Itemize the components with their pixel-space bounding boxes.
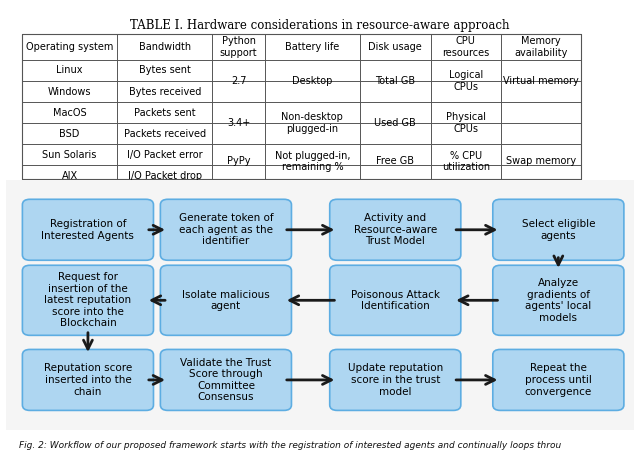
Text: Virtual memory: Virtual memory xyxy=(503,76,579,86)
Text: Swap memory: Swap memory xyxy=(506,157,576,167)
Text: Update reputation
score in the trust
model: Update reputation score in the trust mod… xyxy=(348,364,443,396)
Text: Logical
CPUs: Logical CPUs xyxy=(449,70,483,92)
Text: Bytes received: Bytes received xyxy=(129,86,201,96)
Text: Total GB: Total GB xyxy=(375,76,415,86)
Text: Bytes sent: Bytes sent xyxy=(139,66,191,76)
Text: Desktop: Desktop xyxy=(292,76,333,86)
Text: TABLE I. Hardware considerations in resource-aware approach: TABLE I. Hardware considerations in reso… xyxy=(131,19,509,32)
Text: Analyze
gradients of
agents' local
models: Analyze gradients of agents' local model… xyxy=(525,278,591,323)
Text: Registration of
Interested Agents: Registration of Interested Agents xyxy=(42,219,134,241)
Text: Packets sent: Packets sent xyxy=(134,107,196,117)
FancyBboxPatch shape xyxy=(22,199,154,260)
Text: Memory
availability: Memory availability xyxy=(515,36,568,58)
Text: Fig. 2: Workflow of our proposed framework starts with the registration of inter: Fig. 2: Workflow of our proposed framewo… xyxy=(19,440,561,450)
Bar xyxy=(22,34,581,179)
Text: Linux: Linux xyxy=(56,66,83,76)
Text: Not plugged-in,
remaining %: Not plugged-in, remaining % xyxy=(275,151,350,172)
Text: MacOS: MacOS xyxy=(53,107,86,117)
Text: Request for
insertion of the
latest reputation
score into the
Blockchain: Request for insertion of the latest repu… xyxy=(44,272,131,329)
FancyBboxPatch shape xyxy=(161,199,291,260)
Text: I/O Packet drop: I/O Packet drop xyxy=(128,171,202,181)
FancyBboxPatch shape xyxy=(493,199,624,260)
Text: 2.7: 2.7 xyxy=(231,76,246,86)
Text: Generate token of
each agent as the
identifier: Generate token of each agent as the iden… xyxy=(179,213,273,246)
Text: % CPU
utilization: % CPU utilization xyxy=(442,151,490,172)
Text: Activity and
Resource-aware
Trust Model: Activity and Resource-aware Trust Model xyxy=(354,213,437,246)
Text: Operating system: Operating system xyxy=(26,42,113,52)
FancyBboxPatch shape xyxy=(330,199,461,260)
Text: Repeat the
process until
convergence: Repeat the process until convergence xyxy=(525,364,592,396)
Text: 3.4+: 3.4+ xyxy=(227,118,250,128)
FancyBboxPatch shape xyxy=(0,175,640,437)
Text: Select eligible
agents: Select eligible agents xyxy=(522,219,595,241)
FancyBboxPatch shape xyxy=(22,265,154,335)
Text: Poisonous Attack
Identification: Poisonous Attack Identification xyxy=(351,289,440,311)
Text: Sun Solaris: Sun Solaris xyxy=(42,150,97,160)
Text: Bandwidth: Bandwidth xyxy=(139,42,191,52)
Text: Disk usage: Disk usage xyxy=(369,42,422,52)
Text: Python
support: Python support xyxy=(220,36,257,58)
Text: Validate the Trust
Score through
Committee
Consensus: Validate the Trust Score through Committ… xyxy=(180,358,271,402)
Text: Reputation score
inserted into the
chain: Reputation score inserted into the chain xyxy=(44,364,132,396)
Text: Windows: Windows xyxy=(48,86,92,96)
Text: Packets received: Packets received xyxy=(124,129,206,139)
Text: Battery life: Battery life xyxy=(285,42,339,52)
FancyBboxPatch shape xyxy=(493,349,624,410)
FancyBboxPatch shape xyxy=(493,265,624,335)
FancyBboxPatch shape xyxy=(161,349,291,410)
FancyBboxPatch shape xyxy=(22,349,154,410)
Text: PyPy: PyPy xyxy=(227,157,250,167)
Text: Isolate malicious
agent: Isolate malicious agent xyxy=(182,289,270,311)
FancyBboxPatch shape xyxy=(161,265,291,335)
Text: I/O Packet error: I/O Packet error xyxy=(127,150,203,160)
Text: Physical
CPUs: Physical CPUs xyxy=(446,112,486,134)
FancyBboxPatch shape xyxy=(330,265,461,335)
Text: CPU
resources: CPU resources xyxy=(442,36,490,58)
Text: Non-desktop
plugged-in: Non-desktop plugged-in xyxy=(282,112,343,134)
Text: Free GB: Free GB xyxy=(376,157,414,167)
Text: Used GB: Used GB xyxy=(374,118,416,128)
FancyBboxPatch shape xyxy=(330,349,461,410)
Text: AIX: AIX xyxy=(61,171,77,181)
Text: BSD: BSD xyxy=(60,129,80,139)
